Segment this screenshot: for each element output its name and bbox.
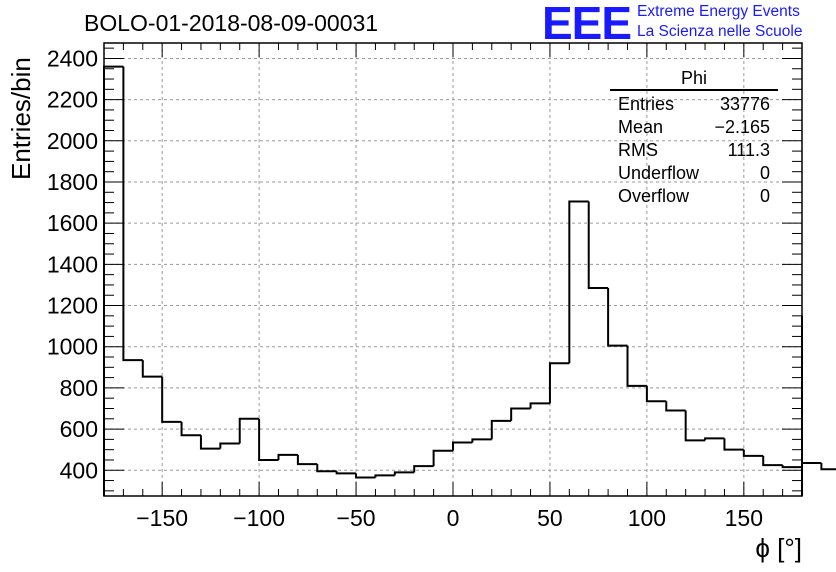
y-tick-label: 1400	[47, 251, 98, 277]
histogram-bin	[684, 410, 706, 442]
y-tick-label: 2400	[47, 45, 98, 71]
histogram-bin	[568, 200, 589, 364]
histogram-bin	[626, 345, 647, 387]
y-tick-label: 400	[60, 457, 98, 483]
histogram-bin	[548, 362, 570, 404]
histogram-bin	[452, 441, 473, 451]
x-tick-label: −100	[233, 505, 285, 531]
stats-row-underflow: Underflow 0	[610, 162, 778, 185]
histogram-bin	[742, 449, 764, 457]
y-tick-label: 1600	[47, 210, 98, 236]
histogram-bin	[355, 473, 376, 479]
histogram-bin	[296, 454, 318, 466]
stats-label: Underflow	[618, 163, 700, 183]
histogram-bin	[335, 471, 357, 475]
grid-lines	[104, 43, 802, 496]
x-tick-label: 0	[447, 505, 460, 531]
histogram-bars	[103, 65, 836, 496]
histogram-bin	[723, 438, 744, 451]
x-tick-label: 100	[628, 505, 666, 531]
x-tick-label: 150	[725, 505, 763, 531]
y-tick-label: 1200	[47, 293, 98, 319]
histogram-bin	[801, 462, 822, 468]
histogram-bin	[510, 407, 531, 421]
histogram-bin	[607, 288, 628, 347]
histogram-bin	[141, 360, 163, 378]
stats-value: 33776	[719, 94, 770, 114]
histogram-bin	[258, 418, 279, 461]
x-tick-label: −150	[136, 505, 188, 531]
y-tick-labels: 400 600 800 1000 1200 1400 1600 1800 2000 2200 240…	[47, 45, 98, 483]
histogram-bin	[374, 474, 395, 478]
histogram-bin	[587, 201, 609, 290]
histogram-bin	[180, 421, 201, 437]
eee-logo: EEE	[542, 0, 632, 49]
stats-label: Overflow	[618, 186, 690, 206]
histogram-bin	[393, 471, 415, 476]
stats-row-rms: RMS 111.3	[610, 139, 778, 162]
stats-name: Phi	[610, 68, 778, 91]
stats-label: Mean	[618, 117, 664, 137]
stats-value: 0	[759, 163, 770, 183]
chart-title: BOLO-01-2018-08-09-00031	[84, 10, 379, 36]
y-tick-label: 2000	[47, 128, 98, 154]
x-tick-label: 50	[537, 505, 563, 531]
stats-value: 0	[759, 186, 770, 206]
histogram-bin	[238, 417, 260, 444]
stats-label: Entries	[618, 94, 675, 114]
histogram-bin	[781, 465, 802, 469]
y-axis-label: Entries/bin	[6, 57, 36, 180]
stats-value: 111.3	[727, 140, 770, 160]
y-tick-label: 800	[60, 375, 98, 401]
histogram-bin	[103, 65, 124, 496]
histogram-bin	[762, 455, 783, 467]
axis-ticks	[103, 43, 803, 496]
stats-value: −2.165	[714, 117, 770, 137]
histogram-bin	[219, 442, 240, 449]
stats-label: RMS	[618, 140, 658, 160]
x-tick-labels: −150 −100 −50 0 50 100 150	[136, 505, 763, 531]
histogram-bin	[704, 437, 725, 441]
histogram-bin	[490, 419, 512, 440]
y-tick-label: 600	[60, 416, 98, 442]
stats-box: Phi Entries 33776 Mean −2.165 RMS 111.3 Und…	[610, 68, 778, 208]
x-tick-label: −50	[337, 505, 376, 531]
logo-line-2: La Scienza nelle Scuole	[637, 23, 803, 40]
x-axis-label: ϕ [°]	[755, 533, 802, 563]
histogram-bin	[316, 464, 337, 473]
histogram-bin	[529, 402, 550, 409]
stats-row-entries: Entries 33776	[610, 93, 778, 116]
histogram-bin	[471, 438, 492, 443]
stats-row-mean: Mean −2.165	[610, 116, 778, 139]
histogram-bin	[432, 449, 453, 467]
histogram-bin	[122, 66, 143, 362]
histogram-bin	[665, 401, 686, 412]
y-tick-label: 1800	[47, 169, 98, 195]
y-tick-label: 1000	[47, 334, 98, 360]
histogram-bin	[413, 465, 434, 473]
histogram-bin	[161, 376, 182, 423]
logo-line-1: Extreme Energy Events	[637, 3, 800, 20]
histogram-bin	[820, 463, 836, 471]
histogram-bin	[645, 385, 667, 403]
y-tick-label: 2200	[47, 87, 98, 113]
stats-row-overflow: Overflow 0	[610, 185, 778, 208]
histogram-bin	[199, 435, 221, 450]
histogram-bin	[277, 453, 298, 460]
